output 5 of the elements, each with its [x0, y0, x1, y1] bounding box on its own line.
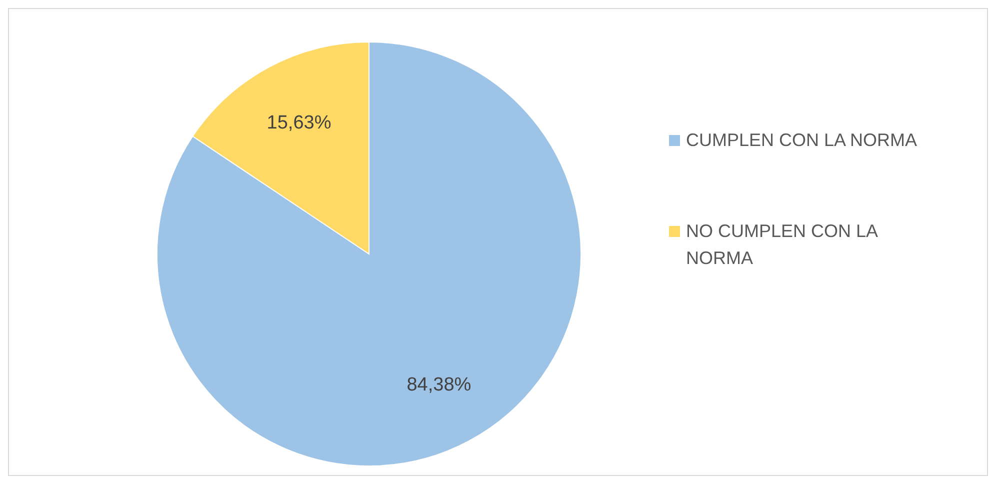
- data-label: 84,38%: [406, 374, 472, 396]
- data-label: 15,63%: [266, 112, 332, 134]
- legend-label: CUMPLEN CON LA NORMA: [686, 129, 918, 152]
- pie-slice: [156, 42, 582, 466]
- legend-label: NO CUMPLEN CON LA NORMA: [686, 220, 879, 270]
